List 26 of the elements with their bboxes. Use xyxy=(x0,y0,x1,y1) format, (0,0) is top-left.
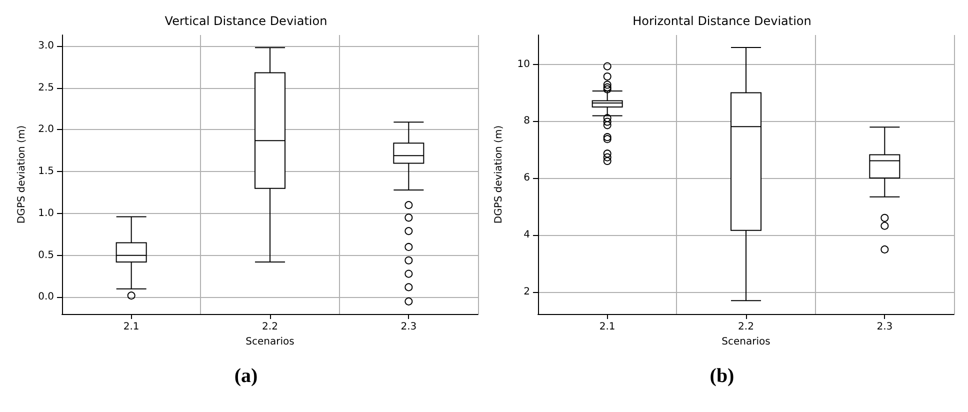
y-tick-label: 0.0 xyxy=(38,292,54,303)
chart-title: Vertical Distance Deviation xyxy=(164,14,328,28)
x-axis-title: Scenarios xyxy=(722,336,770,348)
x-tick-label: 2.1 xyxy=(123,322,140,332)
x-tick-label: 2.2 xyxy=(738,322,754,332)
y-tick-label: 1.5 xyxy=(38,166,54,178)
x-tick-label: 2.1 xyxy=(599,322,616,332)
y-tick-label: 4 xyxy=(524,229,530,240)
y-tick-label: 3.0 xyxy=(38,40,54,52)
y-tick-label: 2.5 xyxy=(38,82,54,94)
text: (b) xyxy=(710,365,734,387)
y-tick-label: 0.5 xyxy=(38,250,54,261)
y-axis-title: DGPS deviation (m) xyxy=(16,125,28,224)
y-tick-label: 1.0 xyxy=(38,208,54,219)
x-tick-label: 2.2 xyxy=(262,322,278,332)
x-tick-label: 2.3 xyxy=(876,322,893,332)
x-axis-title: Scenarios xyxy=(246,336,294,348)
y-tick-label: 6 xyxy=(524,172,530,184)
y-tick-label: 8 xyxy=(524,116,530,127)
chart-title: Horizontal Distance Deviation xyxy=(632,14,812,28)
y-tick-label: 10 xyxy=(517,58,530,70)
y-tick-label: 2 xyxy=(524,286,530,298)
x-tick-label: 2.3 xyxy=(400,322,417,332)
y-tick-label: 2.0 xyxy=(38,124,54,136)
y-axis-title: DGPS deviation (m) xyxy=(494,125,504,224)
text: (a) xyxy=(234,365,258,387)
